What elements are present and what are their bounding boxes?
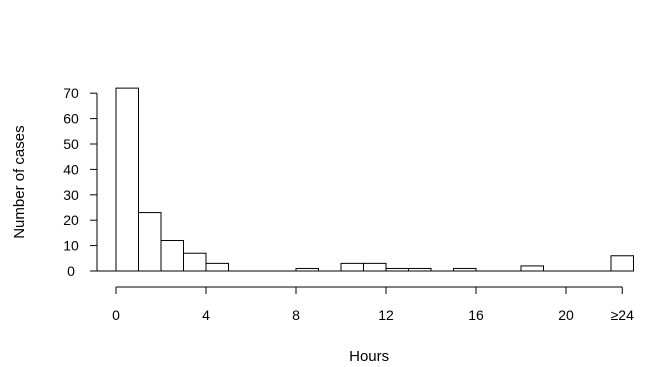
histogram-bar [340, 262, 364, 272]
histogram-bar [138, 212, 162, 272]
y-tick-label: 70 [63, 85, 79, 101]
histogram-bar [520, 265, 544, 272]
histogram-bar [363, 262, 387, 272]
x-axis-title: Hours [349, 348, 389, 365]
x-tick-label: 4 [202, 307, 210, 323]
x-tick-label: 12 [378, 307, 394, 323]
y-tick-label: 40 [63, 161, 79, 177]
x-tick-label: ≥24 [611, 307, 634, 323]
histogram-bar [115, 87, 139, 272]
x-axis: 0 4 8 12 16 20 ≥24 [112, 286, 634, 323]
histogram-bar [610, 255, 634, 272]
y-tick-label: 0 [67, 263, 75, 279]
y-tick-label: 20 [63, 212, 79, 228]
x-tick-label: 16 [468, 307, 484, 323]
y-tick-label: 60 [63, 111, 79, 127]
histogram-bar [205, 262, 229, 272]
y-tick-label: 30 [63, 187, 79, 203]
y-axis-title: Number of cases [11, 125, 28, 238]
x-tick-label: 0 [112, 307, 120, 323]
y-axis: 0 10 20 30 40 50 60 70 [63, 85, 98, 279]
histogram-bar [160, 240, 184, 272]
x-tick-label: 8 [292, 307, 300, 323]
y-tick-label: 10 [63, 238, 79, 254]
x-tick-label: 20 [558, 307, 574, 323]
y-tick-label: 50 [63, 136, 79, 152]
bars-group [115, 87, 634, 272]
histogram-bar [183, 252, 207, 272]
